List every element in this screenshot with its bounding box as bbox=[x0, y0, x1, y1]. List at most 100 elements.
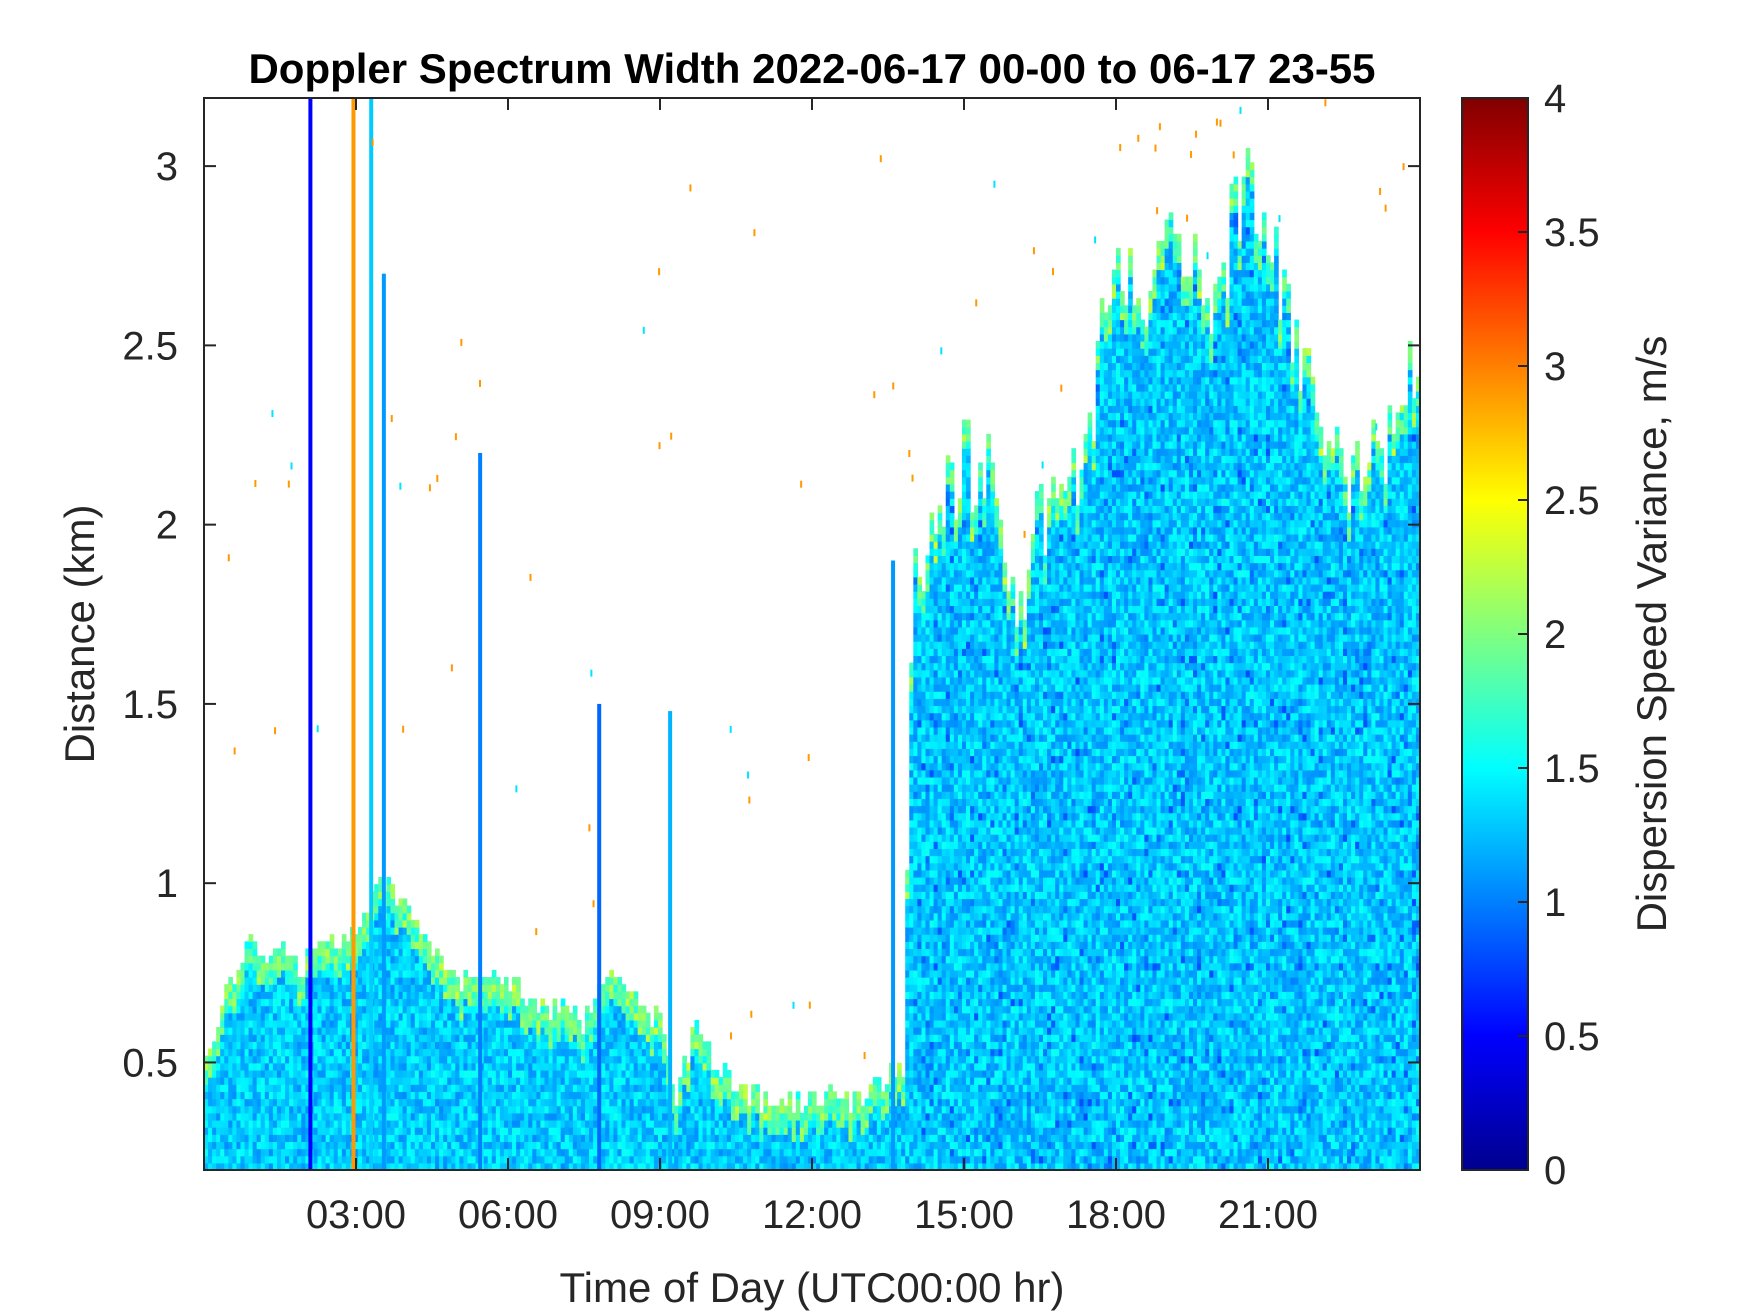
heatmap-cell bbox=[751, 1155, 756, 1164]
heatmap-cell bbox=[905, 919, 910, 928]
heatmap-cell bbox=[536, 1084, 542, 1092]
heatmap-cell bbox=[726, 1091, 732, 1100]
heatmap-cell bbox=[374, 898, 379, 907]
heatmap-cell bbox=[933, 784, 939, 792]
heatmap-cell bbox=[929, 562, 935, 571]
heatmap-cell bbox=[337, 1098, 343, 1107]
heatmap-cell bbox=[844, 1141, 850, 1150]
heatmap-cell bbox=[358, 1112, 363, 1121]
heatmap-cell bbox=[540, 1027, 546, 1035]
heatmap-cell bbox=[868, 1119, 874, 1128]
heatmap-cell bbox=[929, 969, 935, 978]
heatmap-cell bbox=[844, 1155, 850, 1164]
heatmap-cell bbox=[483, 1155, 489, 1164]
heatmap-cell bbox=[743, 1112, 748, 1121]
heatmap-cell bbox=[244, 984, 250, 992]
heatmap-cell bbox=[645, 1091, 651, 1100]
heatmap-cell bbox=[824, 1141, 829, 1150]
heatmap-cell bbox=[649, 1119, 655, 1128]
heatmap-cell bbox=[402, 905, 408, 914]
heatmap-cell bbox=[621, 1141, 627, 1150]
heatmap-cell bbox=[386, 1105, 392, 1114]
heatmap-cell bbox=[917, 1155, 923, 1164]
heatmap-cell bbox=[410, 1048, 416, 1057]
heatmap-cell bbox=[451, 1119, 456, 1128]
heatmap-cell bbox=[386, 1034, 392, 1042]
heatmap-cell bbox=[613, 1027, 619, 1035]
heatmap-cell bbox=[929, 955, 935, 964]
heatmap-cell bbox=[418, 948, 424, 957]
heatmap-cell bbox=[435, 1019, 440, 1028]
heatmap-cell bbox=[317, 1148, 323, 1157]
heatmap-cell bbox=[236, 1134, 242, 1143]
heatmap-cell bbox=[925, 1148, 931, 1157]
heatmap-cell bbox=[321, 1112, 327, 1121]
heatmap-cell bbox=[285, 1048, 290, 1057]
heatmap-cell bbox=[418, 984, 424, 992]
heatmap-cell bbox=[455, 1119, 460, 1128]
heatmap-cell bbox=[374, 1155, 379, 1164]
heatmap-cell bbox=[508, 1077, 513, 1085]
heatmap-cell bbox=[248, 1084, 254, 1092]
heatmap-cell bbox=[447, 1005, 452, 1014]
heatmap-cell bbox=[949, 998, 955, 1007]
heatmap-cell bbox=[909, 1069, 914, 1078]
heatmap-cell bbox=[937, 698, 943, 707]
heatmap-cell bbox=[248, 1012, 254, 1021]
heatmap-cell bbox=[455, 1012, 460, 1021]
heatmap-cell bbox=[702, 1077, 708, 1085]
heatmap-cell bbox=[637, 1105, 643, 1114]
heatmap-cell bbox=[386, 1077, 392, 1085]
heatmap-cell bbox=[953, 791, 959, 799]
heatmap-cell bbox=[925, 598, 931, 607]
heatmap-cell bbox=[653, 1148, 659, 1157]
heatmap-cell bbox=[272, 1127, 278, 1135]
heatmap-cell bbox=[560, 1141, 566, 1150]
heatmap-cell bbox=[264, 969, 270, 978]
heatmap-cell bbox=[913, 669, 918, 678]
heatmap-cell bbox=[706, 1077, 712, 1085]
heatmap-cell bbox=[329, 1012, 335, 1021]
heatmap-cell bbox=[933, 1077, 939, 1085]
heatmap-cell bbox=[503, 1077, 509, 1085]
heatmap-cell bbox=[953, 1019, 959, 1028]
heatmap-cell bbox=[925, 798, 931, 807]
heatmap-cell bbox=[933, 1034, 939, 1042]
heatmap-cell bbox=[783, 1148, 789, 1157]
heatmap-cell bbox=[402, 984, 408, 992]
heatmap-cell bbox=[621, 1069, 627, 1078]
heatmap-cell bbox=[228, 991, 233, 1000]
heatmap-cell bbox=[933, 533, 939, 542]
heatmap-cell bbox=[552, 1155, 558, 1164]
heatmap-cell bbox=[475, 1055, 481, 1064]
heatmap-cell bbox=[820, 1127, 825, 1135]
heatmap-cell bbox=[532, 1162, 537, 1170]
heatmap-cell bbox=[536, 1034, 542, 1042]
heatmap-cell bbox=[374, 934, 379, 942]
heatmap-cell bbox=[751, 1148, 756, 1157]
heatmap-cell bbox=[779, 1141, 785, 1150]
heatmap-cell bbox=[240, 1062, 246, 1071]
heatmap-cell bbox=[937, 569, 943, 578]
heatmap-cell bbox=[540, 1055, 546, 1064]
heatmap-cell bbox=[228, 1112, 233, 1121]
heatmap-cell bbox=[512, 1041, 517, 1050]
heatmap-cell bbox=[455, 998, 460, 1007]
heatmap-cell bbox=[945, 941, 951, 950]
heatmap-cell bbox=[333, 1069, 339, 1078]
heatmap-cell bbox=[240, 998, 246, 1007]
heatmap-cell bbox=[276, 1119, 282, 1128]
heatmap-cell bbox=[609, 1112, 614, 1121]
heatmap-cell bbox=[755, 1084, 760, 1092]
heatmap-cell bbox=[585, 1119, 590, 1128]
heatmap-cell bbox=[394, 1134, 400, 1143]
heatmap-cell bbox=[568, 1077, 574, 1085]
heatmap-cell bbox=[682, 1141, 687, 1150]
heatmap-cell bbox=[909, 1148, 914, 1157]
heatmap-cell bbox=[244, 1127, 250, 1135]
heatmap-cell bbox=[544, 1112, 550, 1121]
heatmap-cell bbox=[325, 998, 331, 1007]
heatmap-cell bbox=[593, 1148, 598, 1157]
heatmap-cell bbox=[325, 1069, 331, 1078]
heatmap-cell bbox=[516, 1084, 521, 1092]
